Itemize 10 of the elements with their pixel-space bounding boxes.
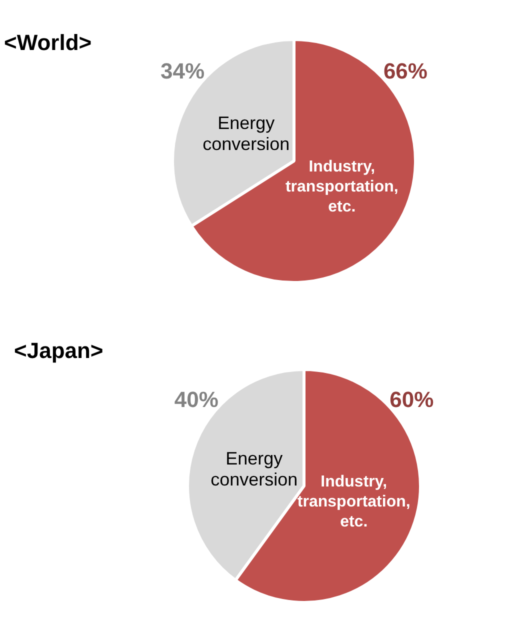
slice-label: Industry, transportation, etc. (297, 474, 410, 531)
slice-label: Energy conversion (202, 113, 290, 154)
data-label: 40% (174, 386, 218, 412)
chart-title: <Japan> (14, 338, 104, 364)
data-label: 34% (160, 58, 205, 84)
slice-label: Industry, transportation, etc. (285, 158, 398, 216)
chart-title: <World> (4, 30, 92, 56)
data-label: 66% (383, 58, 428, 84)
data-label: 60% (390, 386, 434, 412)
slice-label: Energy conversion (210, 448, 298, 490)
